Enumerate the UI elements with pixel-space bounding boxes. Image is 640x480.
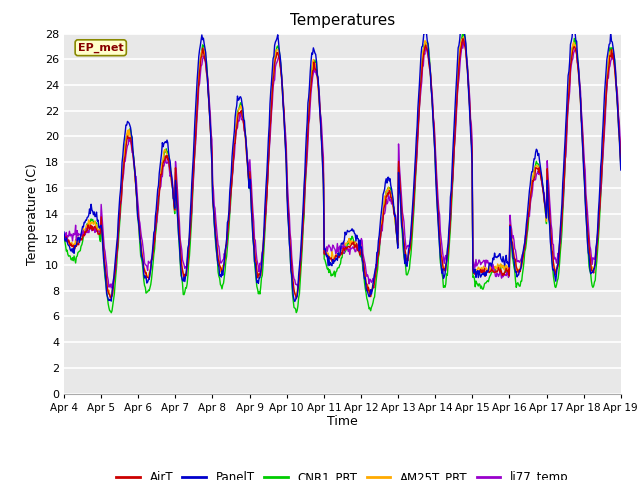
li77_temp (428, 79, 435, 84)
AirT (70, 246, 78, 252)
AirT (184, 260, 192, 266)
AirT (459, 36, 467, 42)
AirT (60, 232, 68, 238)
AM25T_PRT (460, 34, 467, 40)
Y-axis label: Temperature (C): Temperature (C) (26, 163, 39, 264)
CNR1_PRT (70, 253, 78, 259)
PanelT (70, 251, 78, 256)
PanelT (60, 229, 68, 235)
AirT (127, 140, 135, 145)
CNR1_PRT (214, 269, 222, 275)
AM25T_PRT (70, 241, 78, 247)
li77_temp (411, 182, 419, 188)
CNR1_PRT (128, 141, 136, 147)
AM25T_PRT (617, 163, 625, 168)
X-axis label: Time: Time (327, 415, 358, 429)
CNR1_PRT (185, 260, 193, 266)
li77_temp (185, 246, 193, 252)
AirT (411, 181, 419, 187)
Line: li77_temp: li77_temp (64, 41, 621, 288)
PanelT (411, 165, 419, 170)
li77_temp (60, 236, 68, 241)
AM25T_PRT (184, 252, 192, 258)
AirT (214, 247, 221, 252)
PanelT (184, 245, 192, 251)
AM25T_PRT (411, 174, 419, 180)
AM25T_PRT (428, 79, 435, 85)
li77_temp (128, 150, 136, 156)
CNR1_PRT (461, 28, 468, 34)
PanelT (458, 17, 465, 23)
Line: AirT: AirT (64, 39, 621, 299)
AirT (617, 159, 625, 165)
li77_temp (617, 149, 625, 155)
li77_temp (70, 232, 78, 238)
CNR1_PRT (411, 190, 419, 196)
AirT (428, 78, 435, 84)
Title: Temperatures: Temperatures (290, 13, 395, 28)
PanelT (428, 86, 435, 92)
Legend: AirT, PanelT, CNR1_PRT, AM25T_PRT, li77_temp: AirT, PanelT, CNR1_PRT, AM25T_PRT, li77_… (111, 466, 573, 480)
CNR1_PRT (617, 163, 625, 168)
AM25T_PRT (214, 252, 221, 257)
CNR1_PRT (428, 83, 435, 88)
PanelT (291, 299, 299, 304)
li77_temp (461, 38, 468, 44)
Line: AM25T_PRT: AM25T_PRT (64, 37, 621, 297)
Line: CNR1_PRT: CNR1_PRT (64, 31, 621, 313)
li77_temp (108, 285, 115, 291)
AM25T_PRT (367, 294, 374, 300)
PanelT (127, 132, 135, 138)
Line: PanelT: PanelT (64, 20, 621, 301)
Text: EP_met: EP_met (78, 43, 124, 53)
AM25T_PRT (127, 141, 135, 146)
PanelT (617, 167, 625, 173)
AirT (292, 296, 300, 301)
CNR1_PRT (60, 237, 68, 242)
CNR1_PRT (108, 310, 115, 316)
PanelT (214, 257, 221, 263)
li77_temp (214, 242, 222, 248)
AM25T_PRT (60, 233, 68, 239)
